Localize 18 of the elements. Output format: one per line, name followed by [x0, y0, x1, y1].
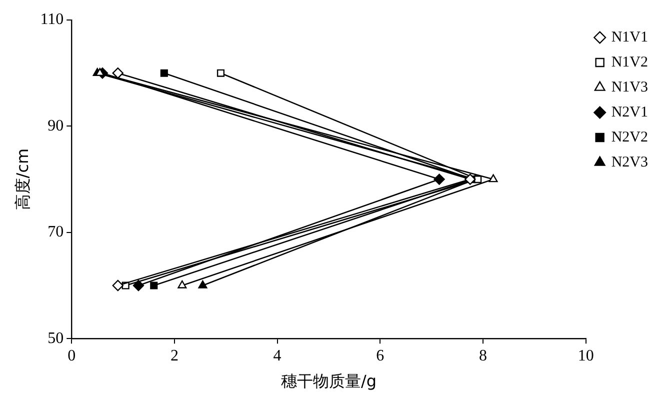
- y-tick-label: 110: [40, 11, 64, 28]
- x-tick-label: 0: [68, 347, 76, 364]
- legend-label: N2V3: [611, 154, 648, 170]
- x-axis-title: 穗干物质量/g: [280, 372, 376, 391]
- legend-label: N1V1: [611, 29, 648, 46]
- x-tick-label: 6: [376, 347, 384, 364]
- legend-label: N1V2: [611, 54, 648, 70]
- y-tick-label: 90: [48, 117, 64, 134]
- legend-label: N2V1: [611, 104, 648, 120]
- legend-label: N1V3: [611, 79, 648, 96]
- y-tick-label: 70: [48, 224, 64, 241]
- legend-label: N2V2: [611, 129, 648, 146]
- y-axis-title: 高度/cm: [12, 148, 32, 210]
- x-tick-label: 4: [273, 347, 282, 364]
- x-tick-label: 8: [478, 347, 487, 364]
- x-tick-label: 10: [578, 347, 594, 364]
- x-tick-label: 2: [170, 347, 178, 364]
- y-tick-label: 50: [48, 330, 64, 347]
